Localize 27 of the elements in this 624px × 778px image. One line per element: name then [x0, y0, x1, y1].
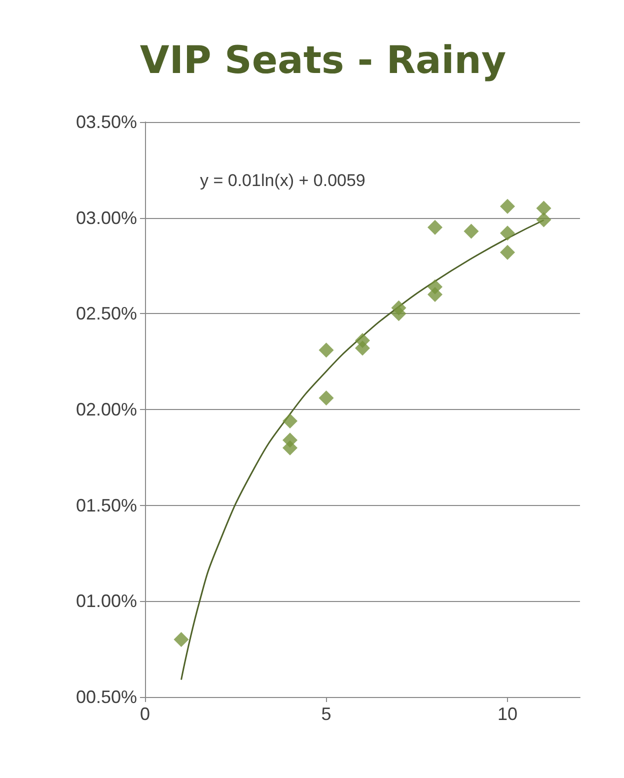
y-tick-label: 01.00% [76, 591, 137, 612]
point [500, 244, 515, 260]
point [174, 632, 189, 647]
x-tick-label: 5 [321, 704, 332, 724]
point [318, 390, 334, 406]
x-tick-label: 0 [140, 704, 150, 724]
y-tick-label: 01.50% [76, 495, 137, 516]
y-tick-label: 00.50% [76, 687, 137, 707]
point [536, 200, 552, 216]
point [536, 212, 552, 228]
point [500, 198, 515, 214]
y-tick-label: 02.00% [76, 400, 137, 420]
point [318, 342, 334, 358]
y-tick-label: 03.50% [76, 112, 137, 132]
point [500, 226, 515, 241]
point [464, 224, 479, 239]
point [282, 440, 298, 456]
y-tick-label: 03.00% [76, 208, 137, 228]
y-tick-label: 02.50% [76, 304, 137, 324]
annotation: y = 0.01ln(x) + 0.0059 [200, 171, 366, 190]
point [428, 220, 442, 235]
point [391, 306, 406, 322]
point [428, 287, 442, 302]
point [282, 414, 298, 428]
chart-title: VIP Seats - Rainy [140, 38, 506, 82]
x-tick-label: 10 [497, 704, 518, 724]
point [355, 340, 370, 356]
